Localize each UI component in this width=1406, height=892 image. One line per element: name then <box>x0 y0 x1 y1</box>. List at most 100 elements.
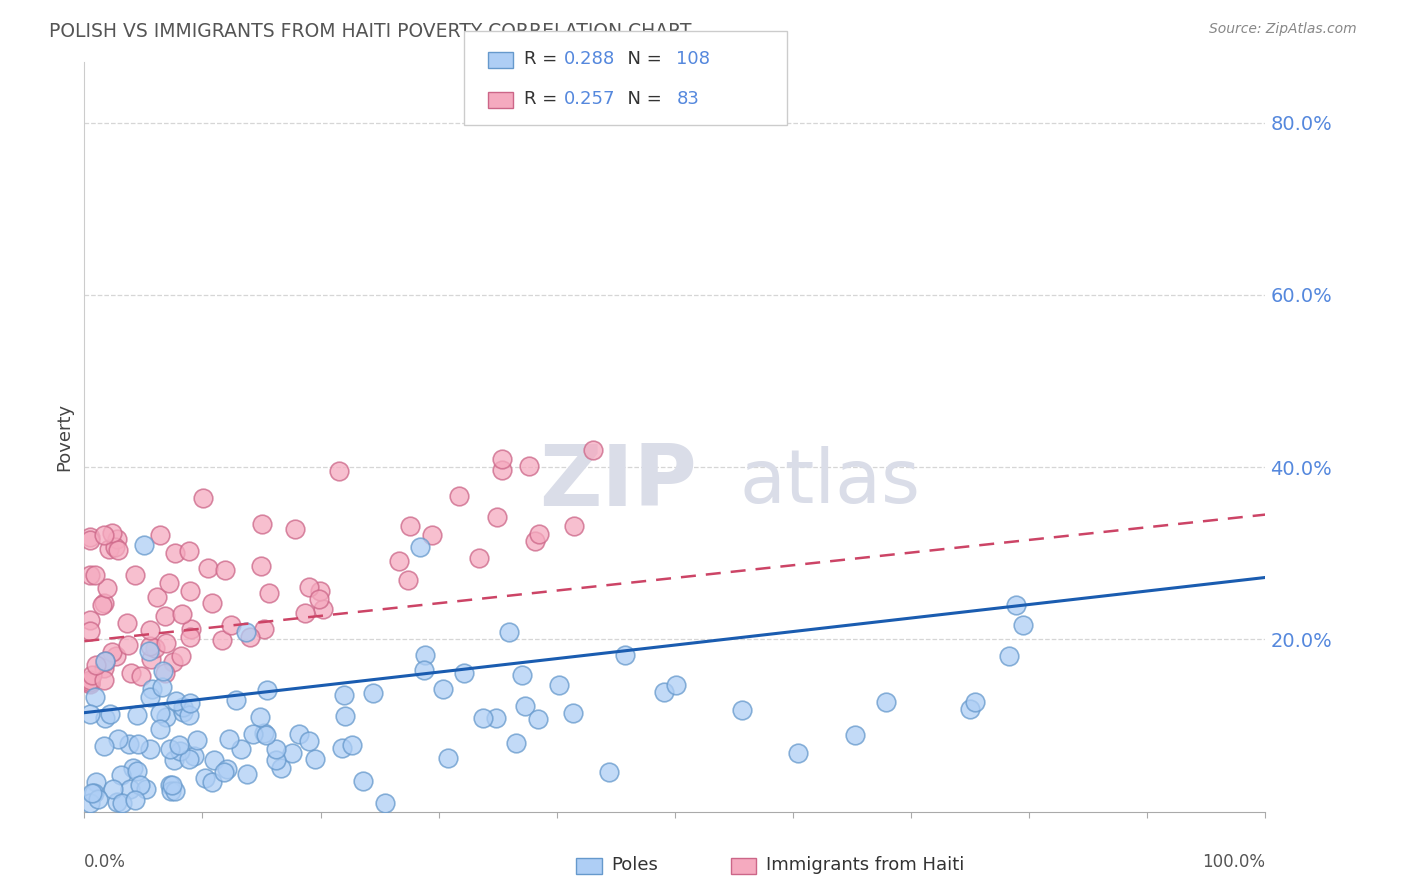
Point <box>94 655 117 669</box>
Text: Poles: Poles <box>612 856 658 874</box>
Point <box>87 792 110 806</box>
Point <box>388 554 411 568</box>
Point <box>191 491 214 506</box>
Point <box>83 568 105 582</box>
Point <box>79 673 101 687</box>
Point <box>80 667 103 681</box>
Point <box>413 648 436 662</box>
Point <box>100 526 122 541</box>
Point <box>731 703 754 717</box>
Point <box>180 622 202 636</box>
Point <box>432 681 454 696</box>
Point <box>169 743 191 757</box>
Point <box>93 739 115 753</box>
Point <box>505 736 527 750</box>
Point <box>149 706 172 720</box>
Point <box>98 541 121 556</box>
Point <box>449 489 471 503</box>
Point <box>330 741 353 756</box>
Point <box>98 707 121 722</box>
Point <box>94 654 117 668</box>
Point <box>125 708 148 723</box>
Point <box>160 784 183 798</box>
Point <box>235 624 257 639</box>
Point <box>396 573 419 587</box>
Point <box>82 786 104 800</box>
Point <box>111 796 134 810</box>
Point <box>312 601 335 615</box>
Text: N =: N = <box>616 51 668 69</box>
Point <box>124 793 146 807</box>
Point <box>120 665 142 680</box>
Point <box>517 458 540 473</box>
Point <box>135 781 157 796</box>
Y-axis label: Poverty: Poverty <box>55 403 73 471</box>
Point <box>155 710 177 724</box>
Text: ZIP: ZIP <box>538 441 697 524</box>
Point <box>124 567 146 582</box>
Point <box>236 767 259 781</box>
Text: R =: R = <box>524 51 564 69</box>
Point <box>139 652 162 666</box>
Point <box>844 728 866 742</box>
Point <box>149 723 172 737</box>
Point <box>94 654 117 668</box>
Point <box>162 655 184 669</box>
Point <box>107 543 129 558</box>
Point <box>149 528 172 542</box>
Point <box>219 617 242 632</box>
Point <box>152 664 174 678</box>
Point <box>1005 598 1028 612</box>
Point <box>485 509 508 524</box>
Point <box>121 761 143 775</box>
Text: Source: ZipAtlas.com: Source: ZipAtlas.com <box>1209 22 1357 37</box>
Point <box>120 781 142 796</box>
Point <box>564 519 586 533</box>
Point <box>374 796 396 810</box>
Text: 108: 108 <box>676 51 710 69</box>
Point <box>225 692 247 706</box>
Point <box>254 728 277 742</box>
Point <box>249 710 271 724</box>
Point <box>107 532 129 546</box>
Text: R =: R = <box>524 90 564 108</box>
Text: POLISH VS IMMIGRANTS FROM HAITI POVERTY CORRELATION CHART: POLISH VS IMMIGRANTS FROM HAITI POVERTY … <box>49 22 692 41</box>
Point <box>179 697 201 711</box>
Point <box>84 774 107 789</box>
Point <box>165 546 187 560</box>
Point <box>165 693 187 707</box>
Text: 100.0%: 100.0% <box>1202 853 1265 871</box>
Point <box>453 666 475 681</box>
Point <box>172 700 194 714</box>
Point <box>201 774 224 789</box>
Point <box>170 648 193 663</box>
Point <box>352 774 374 789</box>
Text: 83: 83 <box>676 90 699 108</box>
Point <box>79 613 101 627</box>
Point <box>304 752 326 766</box>
Point <box>197 560 219 574</box>
Point <box>491 452 513 467</box>
Point <box>101 782 124 797</box>
Point <box>93 528 115 542</box>
Point <box>1012 617 1035 632</box>
Point <box>253 726 276 740</box>
Point <box>965 695 987 709</box>
Point <box>298 580 321 594</box>
Point <box>179 583 201 598</box>
Point <box>266 742 288 756</box>
Point <box>104 540 127 554</box>
Point <box>328 464 350 478</box>
Point <box>239 630 262 644</box>
Point <box>150 680 173 694</box>
Point <box>129 669 152 683</box>
Point <box>83 786 105 800</box>
Point <box>153 609 176 624</box>
Point <box>437 750 460 764</box>
Point <box>157 576 180 591</box>
Point <box>93 673 115 687</box>
Point <box>498 625 520 640</box>
Point <box>139 742 162 756</box>
Point <box>79 706 101 721</box>
Text: atlas: atlas <box>740 445 921 518</box>
